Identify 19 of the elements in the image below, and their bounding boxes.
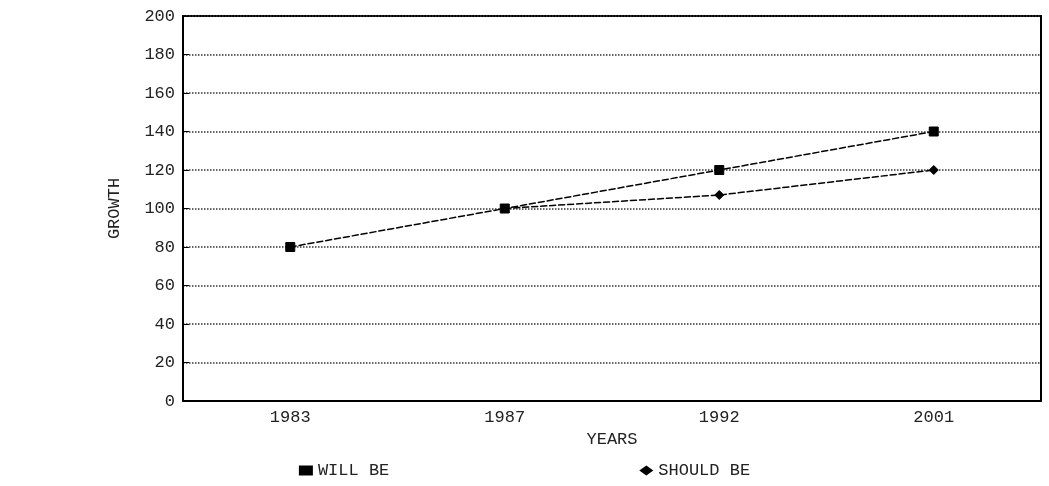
y-tick-label: 20 bbox=[154, 353, 175, 372]
y-tick-label: 80 bbox=[154, 237, 175, 257]
y-tick-label: 160 bbox=[144, 83, 175, 103]
y-tick-label: 200 bbox=[144, 6, 175, 26]
x-axis-title: YEARS bbox=[586, 429, 638, 449]
legend-label: SHOULD BE bbox=[658, 461, 751, 480]
y-tick-label: 0 bbox=[164, 391, 175, 411]
y-tick-label: 120 bbox=[144, 160, 175, 180]
y-tick-label: 180 bbox=[144, 45, 175, 64]
x-tick-label: 1987 bbox=[484, 408, 526, 427]
x-tick-label: 1983 bbox=[269, 408, 311, 427]
y-tick-label: 60 bbox=[154, 276, 175, 295]
x-tick-label: 2001 bbox=[913, 408, 955, 427]
y-tick-label: 40 bbox=[154, 314, 175, 334]
y-tick-label: 100 bbox=[144, 199, 175, 218]
legend-label: WILL BE bbox=[317, 461, 390, 480]
x-tick-label: 1992 bbox=[698, 408, 740, 427]
y-tick-label: 140 bbox=[144, 122, 175, 141]
y-axis-title: GROWTH bbox=[105, 177, 124, 240]
